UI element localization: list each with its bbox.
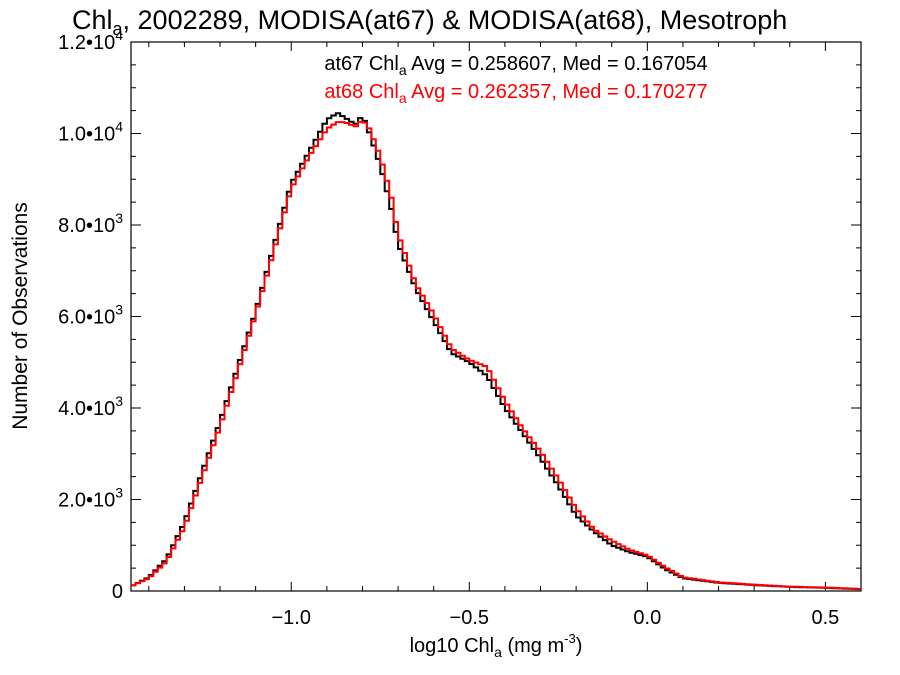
y-tick-label-3: 6.0•103 <box>58 302 123 329</box>
chart-title: Chla, 2002289, MODISA(at67) & MODISA(at6… <box>72 5 787 39</box>
axis-ticks: −1.0 −0.5 0.0 0.5 0 2.0•103 4.0•103 6.0•103 8.0•… <box>58 27 862 629</box>
y-axis-label: Number of Observations <box>9 202 32 430</box>
annotation-at68-sub: a <box>399 90 407 106</box>
x-axis-label-sub: a <box>494 644 502 660</box>
x-axis-label-sup: -3 <box>564 631 576 646</box>
series-line-at68 <box>131 120 861 590</box>
series-line-at67 <box>131 112 861 591</box>
x-axis-label: log10 Chla (mg m-3) <box>410 631 583 660</box>
chart-title-pre: Chl <box>72 5 113 35</box>
x-tick-label-2: 0.0 <box>633 607 661 629</box>
annotation-at67: at67 Chla Avg = 0.258607, Med = 0.167054 <box>324 53 707 78</box>
annotation-at67-post: Avg = 0.258607, Med = 0.167054 <box>407 53 708 75</box>
annotation-at67-pre: at67 Chl <box>324 53 399 75</box>
chart-title-sub: a <box>113 19 124 39</box>
series-layer <box>131 112 861 591</box>
x-axis-label-mid: (mg m <box>502 635 564 657</box>
y-tick-label-0: 0 <box>112 581 123 603</box>
y-tick-label-6: 1.2•104 <box>58 27 123 54</box>
y-tick-label-2: 4.0•103 <box>58 393 123 420</box>
x-axis-label-pre: log10 Chl <box>410 635 495 657</box>
plot-frame <box>130 41 862 592</box>
y-tick-label-1: 2.0•103 <box>58 485 123 512</box>
annotation-at68: at68 Chla Avg = 0.262357, Med = 0.170277 <box>324 81 707 106</box>
y-tick-label-5: 1.0•104 <box>58 119 123 146</box>
y-tick-label-4: 8.0•103 <box>58 210 123 237</box>
annotation-at68-pre: at68 Chl <box>324 81 399 103</box>
x-tick-label-3: 0.5 <box>811 607 839 629</box>
x-tick-label-1: −0.5 <box>450 607 489 629</box>
x-axis-label-end: ) <box>576 635 583 657</box>
annotation-at68-post: Avg = 0.262357, Med = 0.170277 <box>407 81 708 103</box>
annotation-at67-sub: a <box>399 62 407 78</box>
x-tick-label-0: −1.0 <box>272 607 311 629</box>
chart-title-post: , 2002289, MODISA(at67) & MODISA(at68), … <box>123 5 788 35</box>
